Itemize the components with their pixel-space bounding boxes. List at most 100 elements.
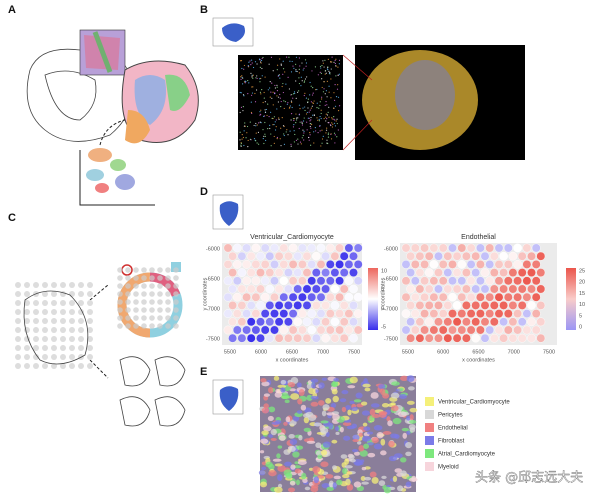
cell — [313, 422, 322, 427]
spot — [489, 268, 499, 277]
spot — [401, 309, 411, 318]
grid-spot — [117, 283, 123, 289]
spot — [517, 333, 527, 343]
cell — [364, 476, 372, 481]
legend-label: Atrial_Cardiomyocyte — [438, 452, 496, 458]
spot — [251, 62, 253, 64]
spot — [270, 309, 279, 318]
spot — [457, 276, 467, 286]
cell — [304, 486, 311, 491]
colorbar-tick-label: 0 — [381, 306, 384, 312]
spot — [353, 243, 363, 253]
spot — [424, 251, 434, 261]
spot — [335, 259, 344, 269]
spot — [242, 110, 244, 112]
spot — [471, 268, 481, 277]
spot — [480, 300, 490, 310]
spot — [288, 292, 298, 302]
spot — [424, 300, 434, 310]
spot — [325, 309, 335, 318]
cell — [406, 430, 411, 435]
spot — [494, 309, 504, 318]
colorbar-tick-label: -5 — [381, 324, 386, 330]
grid-spot — [60, 336, 66, 342]
spot — [522, 325, 532, 335]
spot — [265, 108, 268, 111]
y-tick-label: -7000 — [206, 306, 220, 312]
spot — [237, 317, 247, 327]
spot — [466, 243, 476, 253]
spot — [410, 276, 420, 286]
spot — [297, 325, 307, 335]
spot — [268, 63, 270, 65]
spot — [280, 63, 282, 65]
grid-spot — [165, 323, 171, 329]
spot — [325, 113, 327, 115]
spot — [320, 117, 322, 120]
spot — [290, 145, 292, 147]
spot — [508, 300, 518, 310]
spot — [298, 113, 301, 115]
grid-spot — [141, 299, 147, 305]
spot — [285, 56, 288, 58]
spot — [339, 268, 349, 277]
spot — [318, 120, 320, 122]
spot — [258, 58, 261, 60]
spot — [319, 101, 321, 103]
cell — [277, 384, 287, 388]
legend-swatch — [425, 449, 434, 458]
y-tick-label: -7000 — [384, 306, 398, 312]
cell — [332, 380, 339, 388]
spot — [257, 143, 260, 145]
spot — [264, 133, 266, 135]
spot — [252, 77, 254, 79]
grid-spot — [133, 307, 139, 313]
spot — [443, 268, 453, 277]
spot — [513, 243, 522, 253]
grid-spot — [157, 299, 163, 305]
spot — [295, 119, 298, 121]
spot — [326, 80, 328, 82]
spot — [260, 59, 263, 62]
grid-spot — [51, 354, 57, 360]
spot — [325, 292, 335, 302]
grid-spot — [149, 307, 155, 313]
spot — [283, 133, 285, 135]
spot — [410, 309, 420, 318]
spot — [353, 292, 363, 302]
spot — [250, 59, 253, 61]
grid-spot — [133, 275, 139, 281]
spot — [263, 135, 265, 137]
spot — [292, 118, 295, 120]
spot — [313, 114, 315, 116]
cell — [310, 378, 319, 383]
cell — [348, 454, 355, 460]
spot — [323, 66, 325, 68]
cell — [297, 459, 307, 466]
cell — [301, 472, 307, 480]
spot — [415, 268, 425, 277]
spot — [239, 91, 241, 94]
x-tick-label: 7000 — [317, 349, 329, 355]
spot — [336, 88, 339, 90]
grid-spot — [125, 323, 131, 329]
grid-spot — [69, 309, 75, 315]
spot — [308, 139, 310, 141]
cell — [411, 475, 417, 482]
spot — [330, 284, 340, 294]
grid-spot — [149, 283, 155, 289]
spot — [503, 276, 513, 286]
spot — [494, 292, 504, 302]
spot — [489, 284, 499, 294]
spot — [297, 309, 307, 318]
spot — [242, 259, 252, 269]
grid-spot — [78, 363, 84, 369]
spot — [325, 72, 327, 74]
spot — [270, 145, 272, 147]
spot — [297, 243, 307, 253]
cell — [398, 394, 407, 399]
spot — [303, 117, 305, 119]
cell — [259, 481, 268, 488]
cell — [310, 401, 319, 407]
spot — [321, 333, 330, 343]
